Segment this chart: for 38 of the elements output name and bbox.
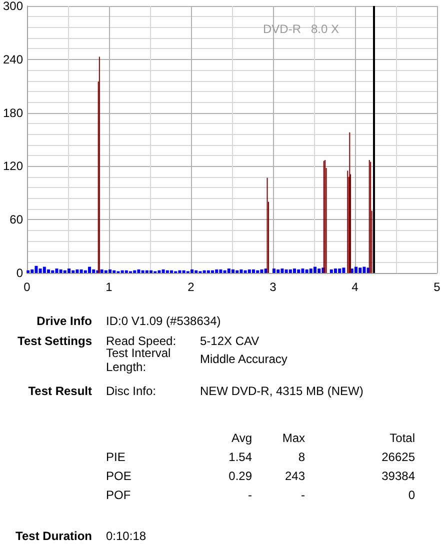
x-tick-label: 3 xyxy=(270,280,277,294)
text: ID:0 V1.09 (#538634) xyxy=(106,314,221,328)
y-tick-label: 120 xyxy=(2,159,24,174)
text: Test Duration xyxy=(16,529,92,543)
text: 26625 xyxy=(382,450,415,464)
text: Disc Info: xyxy=(106,384,156,398)
y-tick-label: 300 xyxy=(2,0,24,13)
text: Read Speed: xyxy=(106,334,176,348)
text: 243 xyxy=(284,469,305,483)
x-tick-label: 2 xyxy=(188,280,195,294)
text: 1.54 xyxy=(228,450,252,464)
text: - xyxy=(301,488,305,502)
text: 0 xyxy=(408,488,415,502)
text: Test Settings xyxy=(18,334,92,348)
text: Avg xyxy=(232,431,252,445)
y-tick-label: 180 xyxy=(2,106,24,120)
y-tick-label: 240 xyxy=(2,52,24,66)
text: 0:10:18 xyxy=(106,529,146,543)
text: POF xyxy=(106,488,131,502)
text: 8 xyxy=(298,450,305,464)
text: Drive Info xyxy=(36,314,92,328)
text: Total xyxy=(390,431,415,445)
y-tick-label: 0 xyxy=(16,266,24,280)
y-tick-label: 60 xyxy=(10,212,24,227)
x-tick-label: 4 xyxy=(352,280,359,294)
text: 39384 xyxy=(382,469,415,483)
text: Test Interval Length: xyxy=(106,346,171,374)
text: Max xyxy=(282,431,305,445)
x-tick-label: 5 xyxy=(434,280,441,294)
text: 0.29 xyxy=(228,469,252,483)
text: 5-12X CAV xyxy=(200,334,260,348)
text: - xyxy=(248,488,252,502)
text: Middle Accuracy xyxy=(200,352,288,366)
text: Test Result xyxy=(28,384,92,398)
text: POE xyxy=(106,469,132,483)
text: NEW DVD-R, 4315 MB (NEW) xyxy=(200,384,364,398)
text: PIE xyxy=(106,450,126,464)
x-tick-label: 1 xyxy=(106,280,113,294)
